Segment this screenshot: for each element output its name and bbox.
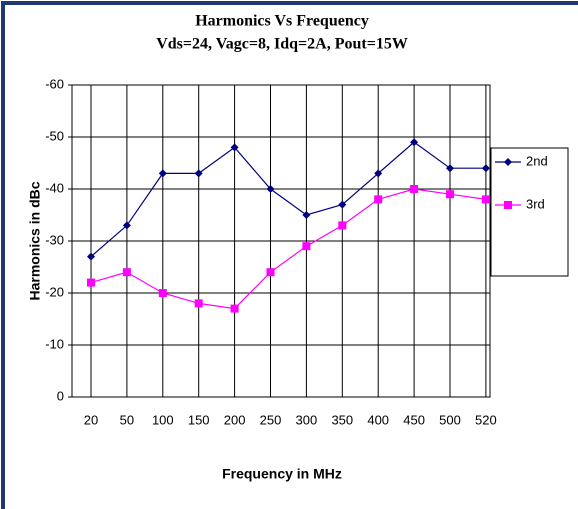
marker xyxy=(87,278,95,287)
x-tick-label: 350 xyxy=(331,412,353,427)
marker xyxy=(374,195,383,204)
legend-label: 3rd xyxy=(526,196,545,211)
marker xyxy=(194,299,203,308)
y-tick-label: -20 xyxy=(45,284,64,299)
chart-subtitle: Vds=24, Vagc=8, Idq=2A, Pout=15W xyxy=(156,36,408,53)
marker xyxy=(230,143,239,152)
marker xyxy=(122,268,131,277)
marker xyxy=(266,185,275,193)
y-tick-label: -40 xyxy=(45,180,64,195)
x-tick-label: 100 xyxy=(152,412,174,427)
marker xyxy=(194,169,203,178)
legend-box xyxy=(490,147,569,277)
x-tick-label: 50 xyxy=(120,412,134,427)
x-tick-label: 150 xyxy=(188,412,210,427)
marker xyxy=(87,252,95,261)
marker xyxy=(302,242,311,251)
marker xyxy=(446,164,454,173)
y-tick-label: 0 xyxy=(57,388,64,403)
x-tick-label: 450 xyxy=(403,412,425,427)
y-tick-label: -10 xyxy=(45,336,64,351)
x-axis-label: Frequency in MHz xyxy=(222,466,342,482)
marker xyxy=(410,138,419,147)
x-tick-label: 500 xyxy=(439,412,461,427)
x-tick-label: 250 xyxy=(260,412,282,427)
marker xyxy=(504,158,512,166)
series-line xyxy=(90,188,486,310)
x-tick-label: 200 xyxy=(224,412,246,427)
chart-title: Harmonics Vs Frequency xyxy=(195,13,369,30)
marker xyxy=(338,221,347,230)
x-tick-label: 400 xyxy=(367,412,389,427)
marker xyxy=(158,169,167,178)
x-tick-label: 520 xyxy=(475,412,497,427)
marker xyxy=(446,190,454,199)
marker xyxy=(158,289,167,297)
marker xyxy=(481,164,490,173)
series-line xyxy=(90,141,486,258)
y-axis-label: Harmonics in dBc xyxy=(27,181,43,300)
x-tick-label: 20 xyxy=(84,412,98,427)
marker xyxy=(374,169,383,178)
marker xyxy=(481,195,490,204)
x-tick-label: 300 xyxy=(296,412,318,427)
marker xyxy=(122,221,131,230)
legend-label: 2nd xyxy=(526,153,548,168)
marker xyxy=(266,268,275,277)
y-tick-label: -50 xyxy=(45,128,64,143)
marker xyxy=(504,201,512,209)
marker xyxy=(302,211,311,219)
marker xyxy=(410,185,419,193)
y-tick-label: -60 xyxy=(45,76,64,91)
y-tick-label: -30 xyxy=(45,232,64,247)
marker xyxy=(338,200,347,209)
marker xyxy=(230,304,239,313)
